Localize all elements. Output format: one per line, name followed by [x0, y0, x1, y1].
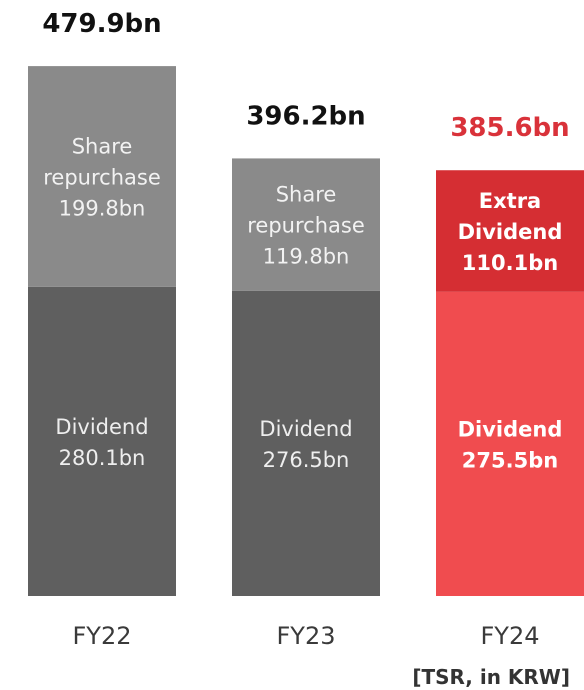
segment-label-fy22-1-0: Share: [72, 134, 133, 158]
bar-segment-fy23-0: [232, 290, 380, 596]
segment-label-fy22-1-2: 199.8bn: [59, 196, 146, 220]
bar-segment-fy24-0: [436, 291, 584, 596]
segment-label-fy24-1-0: Extra: [479, 189, 541, 213]
segment-label-fy24-1-2: 110.1bn: [462, 251, 558, 275]
segment-label-fy23-0-1: 276.5bn: [263, 448, 350, 472]
segment-label-fy24-0-1: 275.5bn: [462, 448, 558, 472]
segment-label-fy24-1-1: Dividend: [458, 220, 563, 244]
category-label-fy24: FY24: [480, 622, 539, 650]
bar-segment-fy24-1: [436, 170, 584, 292]
category-label-fy22: FY22: [72, 622, 131, 650]
segment-label-fy23-1-0: Share: [276, 183, 337, 207]
segment-label-fy24-0-0: Dividend: [458, 417, 563, 441]
total-label-fy24: 385.6bn: [450, 113, 569, 143]
note-label: [TSR, in KRW]: [412, 665, 570, 689]
total-label-fy22: 479.9bn: [42, 9, 161, 39]
bar-segment-fy22-1: [28, 66, 176, 287]
bar-segment-fy22-0: [28, 286, 176, 596]
segment-label-fy23-0-0: Dividend: [259, 417, 352, 441]
segment-label-fy23-1-2: 119.8bn: [263, 245, 350, 269]
segment-label-fy23-1-1: repurchase: [247, 214, 365, 238]
segment-label-fy22-1-1: repurchase: [43, 165, 161, 189]
segment-label-fy22-0-0: Dividend: [55, 415, 148, 439]
category-label-fy23: FY23: [276, 622, 335, 650]
segment-label-fy22-0-1: 280.1bn: [59, 446, 146, 470]
bar-segment-fy23-1: [232, 158, 380, 291]
total-label-fy23: 396.2bn: [246, 101, 365, 131]
